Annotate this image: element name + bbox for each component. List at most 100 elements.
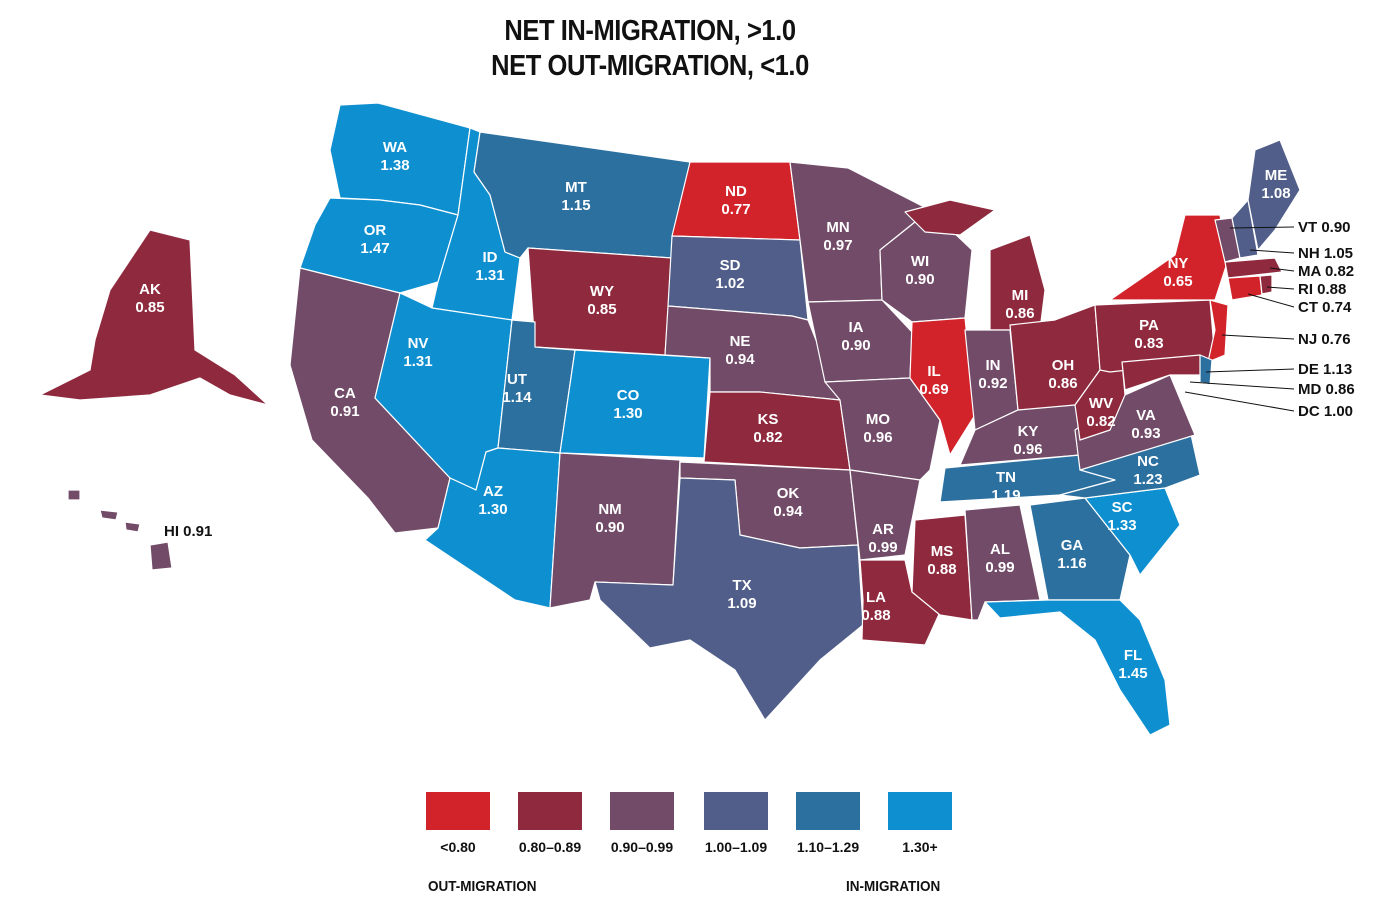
state-value: 0.85	[587, 301, 616, 318]
state-label-oh: OH 0.86	[1048, 357, 1077, 392]
state-abbr: IL	[927, 363, 940, 380]
state-value: 0.69	[919, 381, 948, 398]
state-label-ms: MS 0.88	[927, 543, 956, 578]
state-abbr: FL	[1124, 647, 1142, 664]
state-label-ny: NY 0.65	[1163, 255, 1192, 290]
state-value: 1.08	[1261, 185, 1290, 202]
state-abbr: ME	[1265, 167, 1288, 184]
legend-out-migration-label: OUT-MIGRATION	[428, 878, 537, 895]
state-value: 0.77	[721, 201, 750, 218]
state-label-nd: ND 0.77	[721, 183, 750, 218]
legend-label-bin1: 0.80–0.89	[518, 839, 582, 855]
state-shape-hi2	[67, 489, 81, 501]
callout-label-md: MD 0.86	[1298, 381, 1355, 398]
state-abbr: WI	[911, 253, 929, 270]
state-shape-la	[859, 559, 941, 646]
state-label-nv: NV 1.31	[403, 335, 432, 370]
state-value: 0.86	[1005, 305, 1034, 322]
state-value: 0.82	[1086, 413, 1115, 430]
leader-line-dc	[1184, 391, 1295, 412]
state-abbr: KS	[758, 411, 779, 428]
state-shape-ms	[911, 514, 973, 621]
state-abbr: PA	[1139, 317, 1159, 334]
state-label-ky: KY 0.96	[1013, 423, 1042, 458]
callout-label-dc: DC 1.00	[1298, 403, 1353, 420]
state-label-sc: SC 1.33	[1107, 499, 1136, 534]
state-abbr: SD	[720, 257, 741, 274]
callout-label-ct: CT 0.74	[1298, 299, 1352, 316]
state-shape-co	[559, 349, 711, 459]
state-value: 0.65	[1163, 273, 1192, 290]
state-shape-ar	[849, 469, 921, 561]
map-title: NET IN-MIGRATION, >1.0 NET OUT-MIGRATION…	[78, 14, 1222, 84]
state-abbr: VA	[1136, 407, 1156, 424]
state-abbr: LA	[866, 589, 886, 606]
callout-label-vt: VT 0.90	[1298, 219, 1351, 236]
state-abbr: SC	[1112, 499, 1133, 516]
state-label-al: AL 0.99	[985, 541, 1014, 576]
callout-label-de: DE 1.13	[1298, 361, 1352, 378]
state-abbr: OK	[777, 485, 800, 502]
state-value: 1.15	[561, 197, 590, 214]
state-shape-ma	[1224, 257, 1283, 279]
state-value: 1.33	[1107, 517, 1136, 534]
leader-line-ma	[1269, 267, 1295, 272]
state-shapes	[39, 102, 1301, 736]
callout-label-nj: NJ 0.76	[1298, 331, 1351, 348]
state-abbr: UT	[507, 371, 527, 388]
state-value: 0.86	[1048, 375, 1077, 392]
state-label-nm: NM 0.90	[595, 501, 624, 536]
state-value: 1.23	[1133, 471, 1162, 488]
state-abbr: NY	[1168, 255, 1189, 272]
state-label-ak: AK 0.85	[135, 281, 164, 316]
state-abbr: WA	[383, 139, 407, 156]
state-value: 0.94	[773, 503, 803, 520]
state-value: 1.02	[715, 275, 744, 292]
state-value: 1.14	[502, 389, 532, 406]
state-value: 0.93	[1131, 425, 1160, 442]
state-label-ut: UT 1.14	[502, 371, 532, 406]
state-value: 0.83	[1134, 335, 1163, 352]
state-value: 1.16	[1057, 555, 1086, 572]
state-abbr: OH	[1052, 357, 1075, 374]
state-abbr: AK	[139, 281, 161, 298]
state-shape-hi4	[124, 521, 141, 533]
state-value: 0.90	[841, 337, 870, 354]
state-shape-me	[1247, 139, 1301, 251]
state-value: 0.90	[595, 519, 624, 536]
state-abbr: GA	[1061, 537, 1084, 554]
state-shape-ct	[1227, 275, 1263, 301]
state-label-sd: SD 1.02	[715, 257, 744, 292]
state-abbr: CO	[617, 387, 640, 404]
state-shape-hi	[149, 541, 173, 571]
state-abbr: WY	[590, 283, 614, 300]
state-label-nc: NC 1.23	[1133, 453, 1162, 488]
state-value: 1.45	[1118, 665, 1147, 682]
state-value: 0.90	[905, 271, 934, 288]
state-abbr: NC	[1137, 453, 1159, 470]
state-label-va: VA 0.93	[1131, 407, 1160, 442]
state-abbr: MT	[565, 179, 587, 196]
leader-line-md	[1189, 381, 1295, 390]
legend-in-migration-label: IN-MIGRATION	[846, 878, 941, 895]
state-value: 1.19	[991, 487, 1020, 504]
state-label-wv: WV 0.82	[1086, 395, 1115, 430]
state-label-tx: TX 1.09	[727, 577, 756, 612]
leader-line-nh	[1249, 249, 1295, 254]
state-abbr: ND	[725, 183, 747, 200]
state-shape-il	[909, 317, 976, 456]
legend-label-bin3: 1.00–1.09	[704, 839, 768, 855]
callout-label-ma: MA 0.82	[1298, 263, 1354, 280]
title-line-2: NET OUT-MIGRATION, <1.0	[491, 50, 809, 82]
state-value: 1.31	[475, 267, 504, 284]
state-shape-hi3	[99, 509, 119, 521]
state-value: 0.82	[753, 429, 782, 446]
state-shape-tx	[594, 477, 864, 721]
state-label-pa: PA 0.83	[1134, 317, 1163, 352]
callout-label-nh: NH 1.05	[1298, 245, 1353, 262]
state-label-wy: WY 0.85	[587, 283, 616, 318]
legend-swatch-bin1	[518, 792, 582, 830]
